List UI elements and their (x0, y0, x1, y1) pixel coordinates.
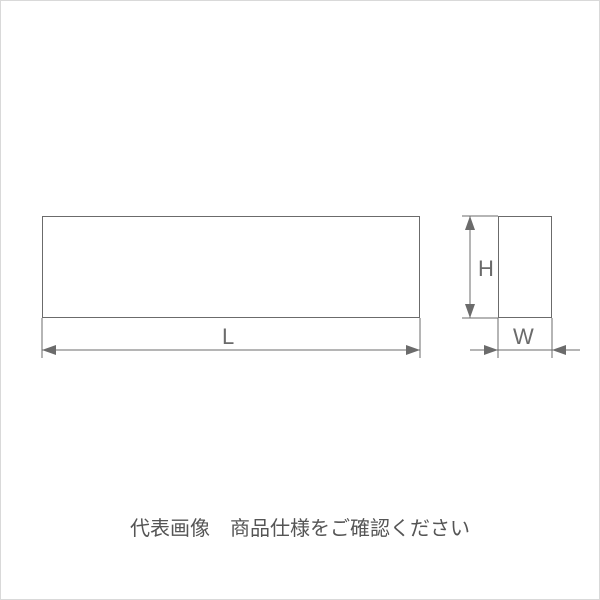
caption-text: 代表画像 商品仕様をご確認ください (0, 512, 600, 541)
dim-w-label: W (513, 324, 534, 350)
dim-w-line (0, 0, 600, 600)
diagram-canvas: L H W 代表画像 商品仕様をご確認ください (0, 0, 600, 600)
